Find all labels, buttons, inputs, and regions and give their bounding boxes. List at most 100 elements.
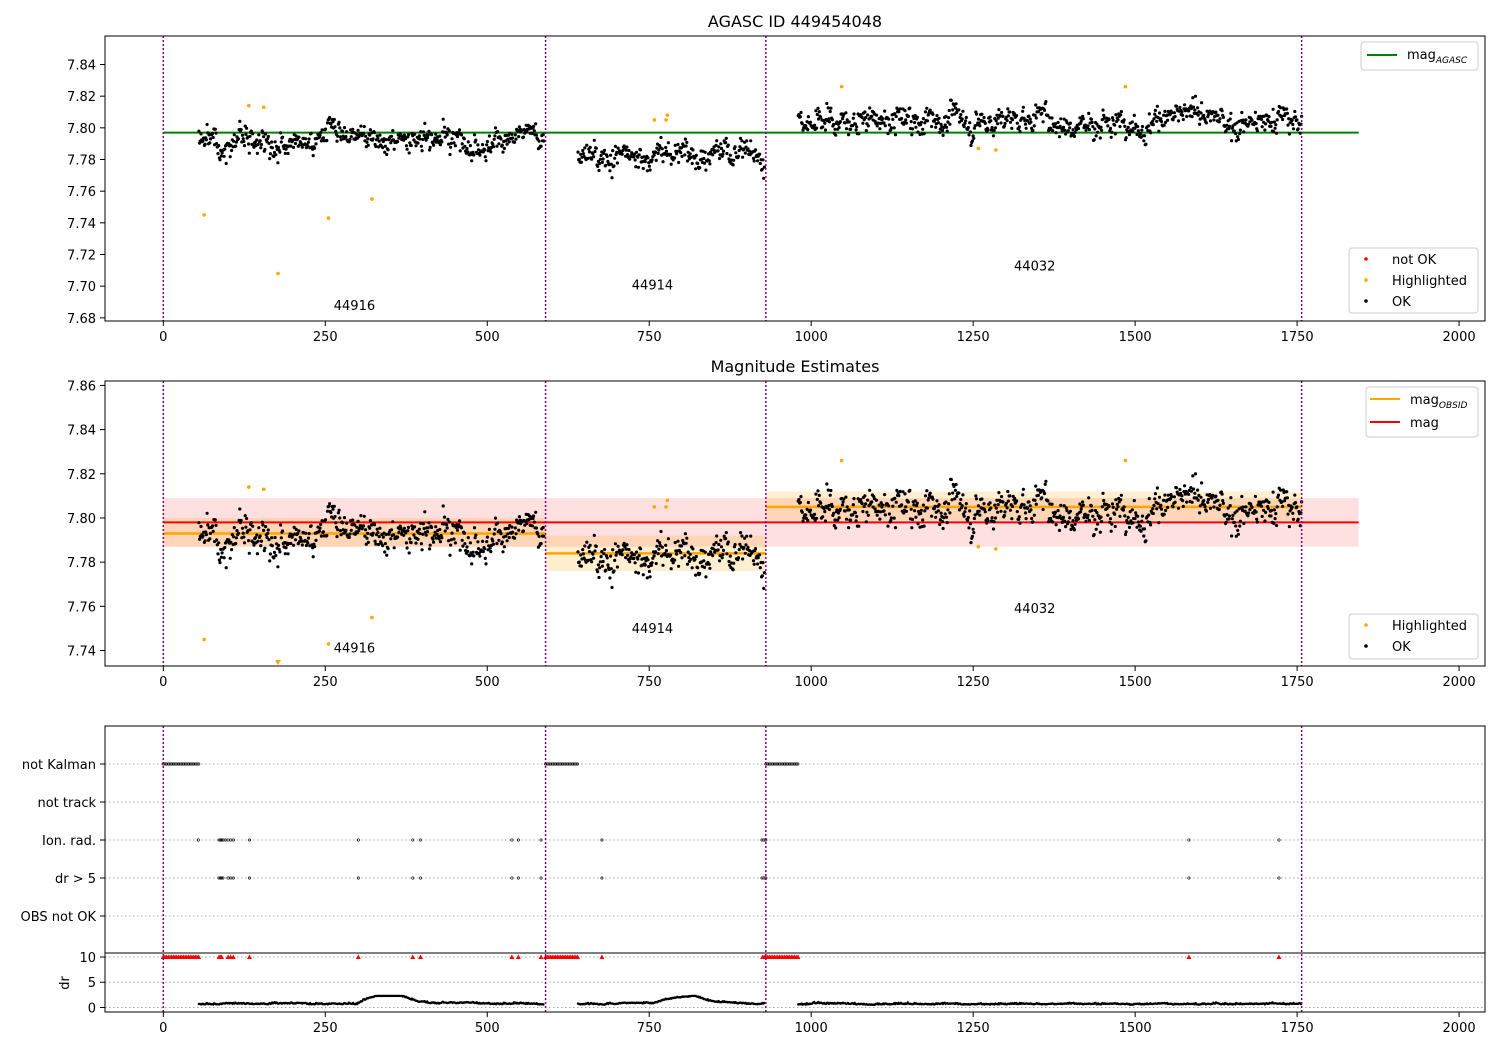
flag-mark [173, 762, 177, 766]
ok-point [466, 549, 470, 554]
ok-point [1038, 490, 1042, 494]
ok-point [1193, 472, 1198, 476]
ok-point [1250, 505, 1254, 510]
ok-point [1001, 114, 1005, 118]
ok-point [1159, 117, 1163, 121]
ok-point [408, 141, 412, 145]
ok-point [912, 503, 916, 507]
panel-1-title: AGASC ID 449454048 [708, 12, 882, 31]
ok-point [1086, 124, 1090, 128]
ok-point [691, 547, 695, 551]
ok-point [329, 122, 333, 126]
ok-point [881, 503, 885, 507]
ok-point [1113, 512, 1117, 516]
ok-point [632, 155, 636, 159]
ok-point [838, 507, 843, 511]
ok-point [833, 518, 837, 522]
ok-point [296, 531, 300, 536]
ok-point [404, 144, 408, 148]
ok-point [1190, 115, 1194, 119]
ok-point [801, 519, 805, 523]
ok-point [996, 116, 1000, 120]
ok-point [206, 523, 210, 527]
flag-mark [188, 762, 192, 766]
ok-point [716, 149, 720, 153]
ok-point [966, 518, 970, 522]
ok-point [738, 542, 742, 546]
ok-point [355, 132, 359, 136]
ok-point [598, 161, 602, 166]
p1-ytick-label: 7.72 [67, 249, 96, 264]
ok-point [634, 550, 639, 554]
ok-point [1123, 532, 1128, 537]
ok-point [968, 130, 973, 134]
ok-point [1136, 514, 1140, 518]
flag-mark [411, 876, 415, 880]
ok-point [476, 143, 480, 147]
ok-point [1102, 113, 1106, 117]
ok-point [1090, 120, 1094, 124]
ok-point [370, 523, 374, 527]
ok-point [717, 559, 722, 563]
ok-point [882, 509, 886, 513]
ok-point [1001, 500, 1005, 504]
ok-point [1066, 129, 1070, 133]
ok-point [487, 527, 491, 532]
ok-point [664, 149, 669, 153]
ok-point [242, 541, 247, 545]
ok-point [1128, 510, 1132, 514]
ok-point [468, 144, 472, 148]
ok-point [1100, 128, 1104, 132]
ok-point [609, 162, 613, 166]
ok-point [1190, 500, 1194, 504]
ok-point [487, 134, 491, 138]
ok-point [1224, 520, 1228, 525]
ok-point [983, 121, 987, 125]
ok-point [622, 541, 626, 545]
ok-point [445, 523, 449, 527]
ok-point [1151, 507, 1155, 511]
ok-point [440, 536, 444, 540]
ok-point [1181, 504, 1185, 508]
ok-point [903, 109, 907, 113]
p2-xtick-label: 2000 [1443, 675, 1476, 690]
ok-point [1187, 492, 1191, 496]
p3-xtick-label: 2000 [1443, 1021, 1476, 1036]
ok-point [964, 506, 968, 510]
ok-point [1122, 505, 1126, 509]
ok-point [1293, 501, 1298, 505]
ok-point [251, 540, 255, 545]
ok-point [882, 121, 886, 125]
ok-point [516, 521, 520, 525]
flag-mark [777, 762, 781, 766]
ok-point [576, 550, 580, 554]
ok-point [374, 144, 378, 149]
ok-point [673, 540, 677, 545]
ok-point [964, 119, 968, 123]
offscale-marker [274, 660, 281, 665]
ok-point [1015, 499, 1019, 503]
ok-point [442, 125, 447, 129]
ok-point [420, 548, 424, 552]
ok-point [383, 144, 387, 148]
ok-point [860, 502, 864, 506]
ok-point [534, 510, 538, 514]
ok-point [588, 543, 592, 547]
ok-point [443, 135, 447, 139]
p1-xtick-label: 1250 [957, 330, 990, 345]
ok-point [594, 544, 598, 549]
ok-point [1225, 123, 1229, 127]
ok-point [304, 543, 308, 548]
ok-point [266, 531, 270, 535]
p1-ytick-label: 7.84 [67, 59, 96, 74]
ok-point [1127, 525, 1132, 530]
ok-point [967, 133, 971, 137]
ok-point [1234, 524, 1238, 528]
p3-xtick-label: 1500 [1119, 1021, 1152, 1036]
dr-capped-marker [795, 954, 801, 959]
ok-point [1180, 110, 1184, 114]
ok-point [1271, 490, 1275, 494]
ok-point [279, 523, 283, 527]
ok-point [434, 132, 438, 136]
ok-point [799, 495, 803, 499]
